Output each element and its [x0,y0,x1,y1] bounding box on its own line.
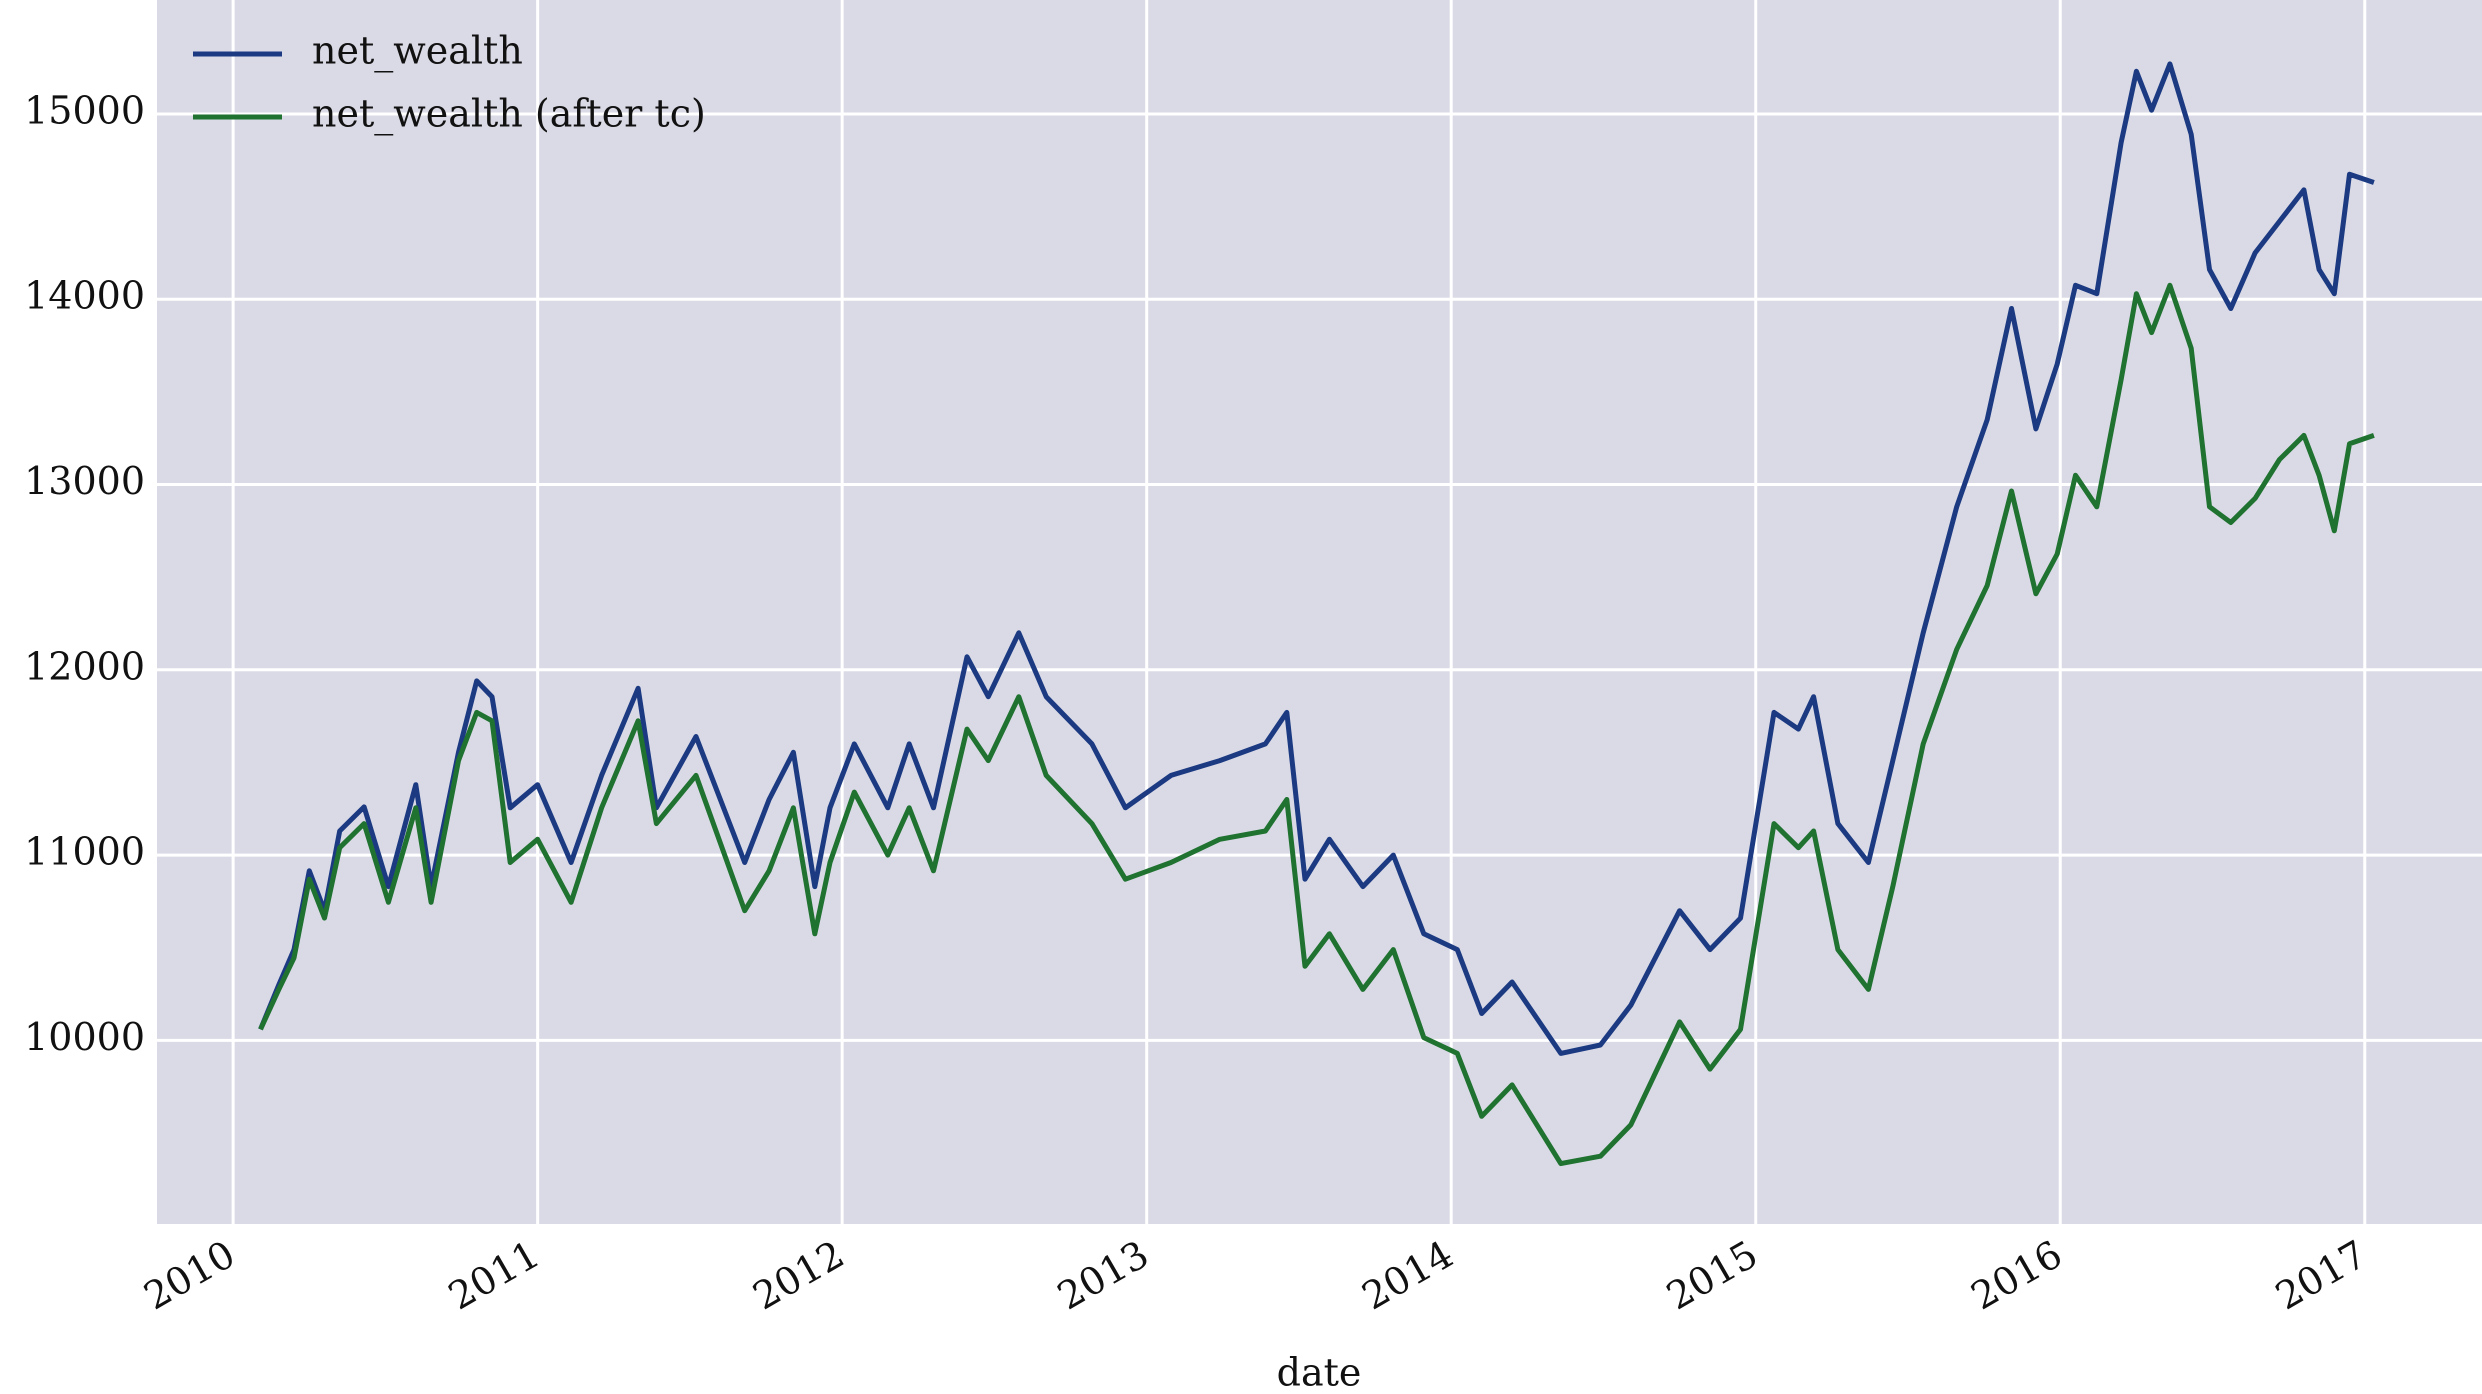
x-tick-label: 2011 [441,1232,547,1318]
x-tick-label: 2017 [2268,1232,2374,1318]
y-tick-label: 15000 [24,88,145,132]
legend-label: net_wealth [312,29,523,74]
y-tick-label: 13000 [24,459,145,503]
y-tick-label: 14000 [24,274,145,318]
x-tick-label: 2016 [1964,1232,2070,1318]
legend-label: net_wealth (after tc) [312,92,706,137]
data-line [258,282,2375,1167]
x-tick-label: 2013 [1050,1232,1156,1318]
y-tick-label: 11000 [24,830,145,874]
x-tick-label: 2014 [1355,1232,1461,1318]
y-tick-label: 10000 [24,1015,145,1059]
x-axis-label: date [1277,1351,1362,1394]
x-tick-label: 2015 [1659,1232,1765,1318]
x-tick-label: 2010 [137,1232,243,1318]
data-line [258,61,2375,1056]
x-tick-label: 2012 [746,1232,852,1318]
y-tick-label: 12000 [24,644,145,688]
plot-area [157,0,2482,1224]
